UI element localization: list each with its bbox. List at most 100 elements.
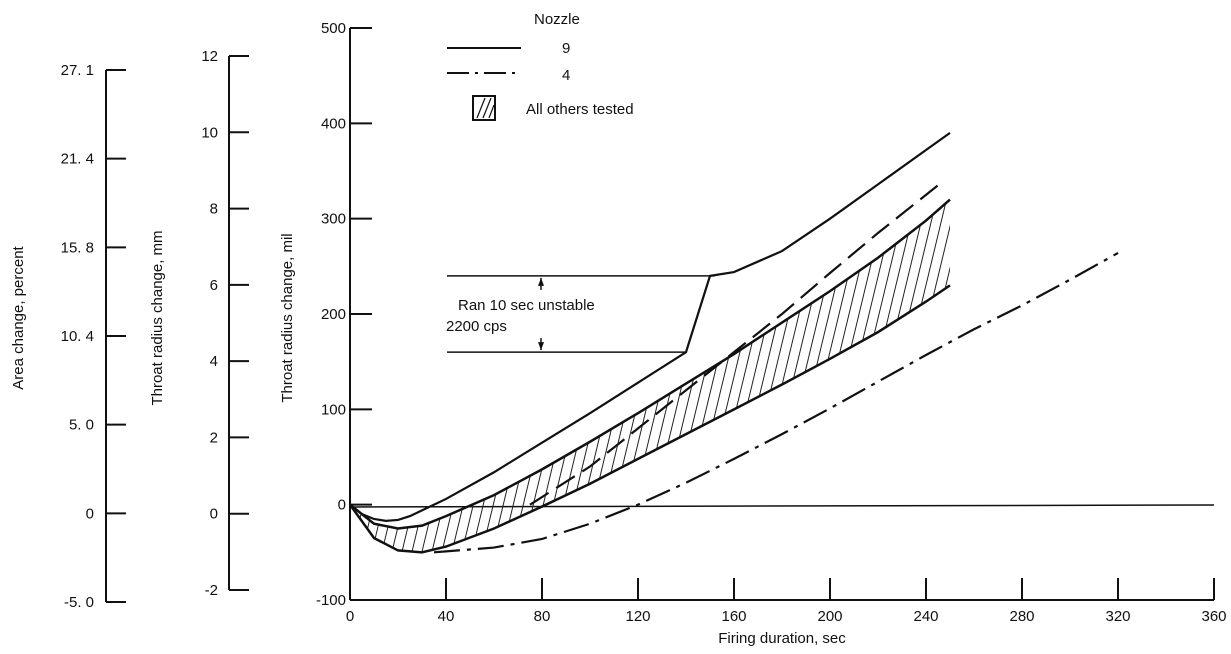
hatch-line <box>719 199 841 553</box>
area-tick-label: -5. 0 <box>64 594 94 611</box>
annotation-arrowhead-up <box>538 277 544 286</box>
hatch-line <box>679 199 801 553</box>
hatch-line <box>1030 60 1150 560</box>
area-tick-label: 0 <box>86 505 94 522</box>
hatch-line <box>589 199 711 553</box>
y-tick-label: 100 <box>321 401 346 418</box>
hatch-line <box>1150 60 1231 560</box>
series-line-4 <box>433 252 1119 554</box>
area-tick-label: 27. 1 <box>61 62 94 79</box>
mm-tick-label: 4 <box>210 353 218 370</box>
hatch-line <box>970 60 1090 560</box>
hatch-line <box>919 199 950 553</box>
y-tick-label: 400 <box>321 115 346 132</box>
mm-axis: -2 0 2 4 6 8 10 12 Throat radius change, mm <box>149 48 249 599</box>
hatch-line <box>1170 60 1231 560</box>
area-change-axis: -5. 0 0 5. 0 10. 4 15. 8 21. 4 27. 1 Area chan… <box>10 62 126 611</box>
hatch-line <box>629 199 751 553</box>
area-tick-label: 15. 8 <box>61 239 94 256</box>
unstable-annotation: Ran 10 sec unstable 2200 cps <box>446 275 715 353</box>
hatch-line <box>799 199 921 553</box>
hatch-line <box>1020 60 1140 560</box>
band-upper-edge <box>349 198 951 530</box>
y-tick-label: 500 <box>321 20 346 37</box>
x-tick-label: 160 <box>721 608 746 625</box>
annotation-text-line-1: Ran 10 sec unstable <box>458 297 595 314</box>
area-tick-label: 5. 0 <box>69 417 94 434</box>
annotation-arrowhead-down <box>538 342 544 351</box>
x-tick-label: 200 <box>817 608 842 625</box>
hatch-line <box>849 199 950 553</box>
hatch-line <box>1040 60 1160 560</box>
mm-tick-label: 8 <box>210 201 218 218</box>
hatch-line <box>819 199 941 553</box>
annotation-text-line-2: 2200 cps <box>446 318 507 335</box>
hatch-line <box>1130 60 1231 560</box>
hatch-line <box>1090 60 1210 560</box>
hatch-line <box>619 199 741 553</box>
hatch-line <box>829 199 950 553</box>
hatch-line <box>579 199 701 553</box>
hatch-line <box>1050 60 1170 560</box>
hatch-line <box>1220 60 1231 560</box>
hatch-line <box>649 199 771 553</box>
band-lower-edge <box>348 284 951 554</box>
x-tick-label: 80 <box>534 608 551 625</box>
hatch-line <box>1100 60 1220 560</box>
x-tick-label: 120 <box>625 608 650 625</box>
band-hatching <box>350 60 1231 560</box>
hatch-line <box>749 199 871 553</box>
hatch-line <box>1080 60 1200 560</box>
y-tick-label: 0 <box>338 497 346 514</box>
hatch-line <box>1200 60 1231 560</box>
x-tick-label: 40 <box>438 608 455 625</box>
hatch-line <box>599 199 721 553</box>
legend-swatch-hatched <box>472 95 496 121</box>
hatch-line <box>669 199 791 553</box>
legend-label-others: All others tested <box>526 101 634 118</box>
mm-axis-title: Throat radius change, mm <box>149 230 166 405</box>
mm-tick-label: 0 <box>210 506 218 523</box>
area-axis-title: Area change, percent <box>10 245 27 389</box>
hatch-line <box>879 199 950 553</box>
area-tick-label: 10. 4 <box>61 328 94 345</box>
hatch-line <box>839 199 950 553</box>
hatch-line <box>1180 60 1231 560</box>
hatch-line <box>729 199 851 553</box>
x-axis-title: Firing duration, sec <box>718 630 846 647</box>
band-all-others <box>348 60 1231 560</box>
hatch-line <box>1120 60 1231 560</box>
y-tick-label: 200 <box>321 306 346 323</box>
hatch-line <box>859 199 950 553</box>
legend-title: Nozzle <box>534 11 580 28</box>
hatch-line <box>1000 60 1120 560</box>
y-tick-label: 300 <box>321 211 346 228</box>
x-tick-label: 360 <box>1201 608 1226 625</box>
hatch-line <box>899 199 950 553</box>
hatch-line <box>960 60 1080 560</box>
x-tick-label: 0 <box>346 608 354 625</box>
hatch-line <box>1160 60 1231 560</box>
hatch-line <box>1190 60 1231 560</box>
hatch-line <box>350 199 471 553</box>
x-tick-label: 280 <box>1009 608 1034 625</box>
hatch-line <box>350 199 461 553</box>
hatch-line <box>990 60 1110 560</box>
hatch-line <box>789 199 911 553</box>
x-tick-label: 320 <box>1105 608 1130 625</box>
hatch-line <box>609 199 731 553</box>
hatch-line <box>350 199 451 553</box>
x-tick-label: 240 <box>913 608 938 625</box>
series-line-9 <box>349 131 951 522</box>
hatch-line <box>1210 60 1231 560</box>
series-line-dashed <box>529 184 939 506</box>
mm-tick-label: 6 <box>210 277 218 294</box>
hatch-line <box>350 199 421 553</box>
mm-tick-label: 10 <box>201 124 218 141</box>
zero-line <box>349 504 1215 508</box>
hatch-line <box>659 199 781 553</box>
legend: Nozzle 9 4 All others tested <box>447 11 634 121</box>
hatch-line <box>709 199 831 553</box>
